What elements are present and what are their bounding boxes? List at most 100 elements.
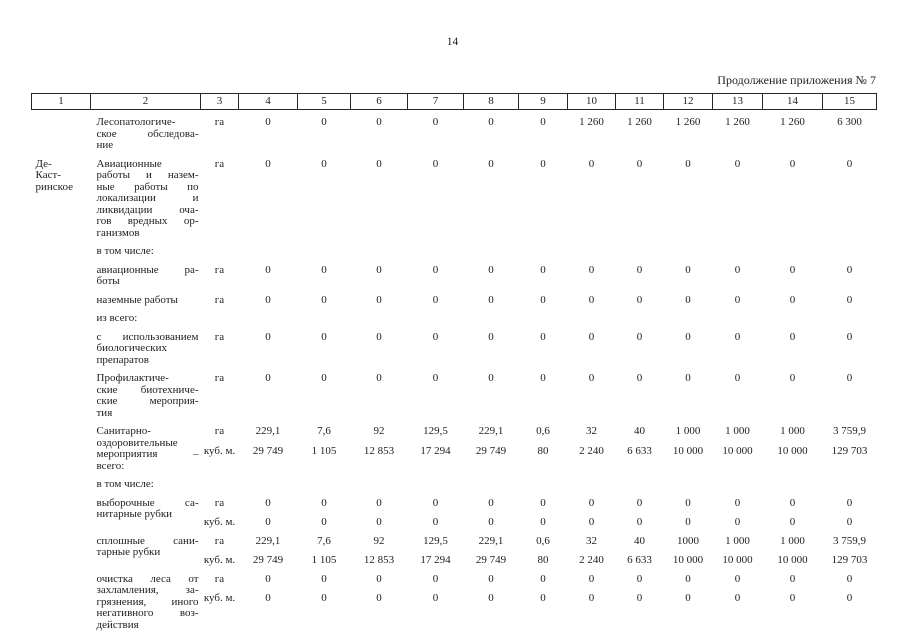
value: 0 [734, 157, 741, 170]
activity-label-line: боты [96, 275, 120, 287]
value-cell: 0 [519, 258, 568, 288]
value-cell [664, 239, 713, 258]
value-cell: 6 300 [823, 110, 877, 152]
value: 229,1 [255, 425, 281, 437]
value-cell [823, 239, 877, 258]
value: 0 [636, 293, 643, 306]
unit-cell: га [201, 110, 239, 152]
value: 0,6 [536, 534, 550, 547]
value: 0 [321, 157, 327, 170]
column-number-header: 7 [407, 93, 464, 110]
value: 0 [636, 330, 643, 343]
value: 0 [488, 157, 494, 170]
forestry-name-cell [32, 258, 91, 288]
value: 0 [488, 116, 494, 128]
activity-label-line: ское обследова- [96, 127, 199, 140]
value-cell: 0 [519, 288, 568, 307]
value: 1 105 [311, 554, 337, 566]
value: 129 703 [831, 444, 868, 457]
unit-label: куб. м. [203, 516, 236, 528]
unit-label: куб. м. [203, 444, 236, 457]
forestry-name-cell [32, 366, 91, 419]
value: 0 [734, 372, 741, 384]
value: 29 749 [475, 444, 507, 457]
value: 0 [540, 293, 546, 306]
activity-label-line: грязнения, иного [96, 595, 199, 608]
value: 0 [685, 372, 691, 384]
value-cell: 0 [408, 288, 464, 307]
column-number-header: 1 [31, 93, 91, 110]
forestry-name-cell [32, 491, 91, 529]
value: 3 759,9 [833, 425, 866, 437]
activity-label-line: очистка леса от [96, 572, 199, 585]
column-number-header: 12 [663, 93, 713, 110]
value-cell: 0 [298, 110, 351, 152]
activity-label-cell: авиационные ра-боты [91, 258, 201, 288]
value-cell: 7,6 1 105 [298, 419, 351, 472]
value: 0 [265, 157, 271, 170]
activity-label-cell: из всего: [91, 306, 201, 325]
value: 0 [588, 372, 595, 384]
activity-label-cell: выборочные са-нитарные рубки [91, 491, 201, 529]
value-cell: 0 [464, 110, 519, 152]
activity-label-cell: Санитарно-оздоровительные мероприятия – вс… [91, 419, 201, 472]
value: 1 260 [725, 116, 750, 128]
table-row: Санитарно-оздоровительные мероприятия – вс… [32, 419, 877, 472]
value: 0 [685, 592, 691, 604]
value: 229,1 [478, 425, 504, 437]
activity-label-cell: Авиационные работы и назем-ные работы по л… [91, 152, 201, 240]
activity-label-line: мероприятия – [96, 448, 199, 460]
value: 0 [734, 572, 741, 585]
value-cell [464, 239, 519, 258]
activity-label-line: захламления, за- [96, 584, 199, 596]
value-cell: 0 [298, 325, 351, 367]
value-cell: 0 [568, 258, 616, 288]
value: 0 [685, 157, 691, 170]
value: 0 [265, 572, 271, 585]
value: 0 [685, 516, 691, 528]
activity-label-cell: Лесопатологиче-ское обследова-ние [91, 110, 201, 152]
table-row: очистка леса от захламления, за-грязнения… [32, 567, 877, 632]
value: 0 [376, 293, 382, 306]
value-cell: 0 [351, 152, 408, 240]
value: 0 [846, 330, 853, 343]
activity-label-line: тия [96, 406, 113, 419]
value: 92 [373, 425, 385, 437]
value: 0 [488, 592, 494, 604]
table-row: в том числе: [32, 472, 877, 491]
value: 0 [321, 293, 327, 306]
value: 0 [265, 330, 271, 343]
value-cell: 0 [239, 325, 298, 367]
activity-label-line: ликвидации оча- [96, 203, 199, 216]
value: 1 105 [311, 444, 337, 457]
value: 0 [265, 496, 271, 509]
value: 0 [488, 496, 494, 509]
value-cell [408, 306, 464, 325]
value-cell: 0 [763, 288, 823, 307]
value: 0 [488, 330, 494, 343]
value: 0 [376, 116, 382, 128]
value-cell [763, 472, 823, 491]
value: 0 [636, 572, 643, 585]
activity-label-line: в том числе: [96, 245, 154, 257]
value-cell: 0 [298, 366, 351, 419]
value: 0 [685, 572, 691, 585]
unit-label: га [214, 116, 225, 128]
unit-cell: га [201, 152, 239, 240]
value: 0 [376, 496, 382, 509]
value-cell: 0 [239, 152, 298, 240]
forestry-name-cell [32, 325, 91, 367]
table-row: сплошные сани-тарные рубки га куб. м. 229,1… [32, 529, 877, 567]
value-cell: 0 [351, 110, 408, 152]
value: 0 [265, 372, 271, 384]
value-cell: 0 [239, 288, 298, 307]
value: 0 [376, 263, 382, 276]
table-row: в том числе: [32, 239, 877, 258]
value: 0 [376, 330, 382, 343]
column-number-header: 3 [200, 93, 239, 110]
